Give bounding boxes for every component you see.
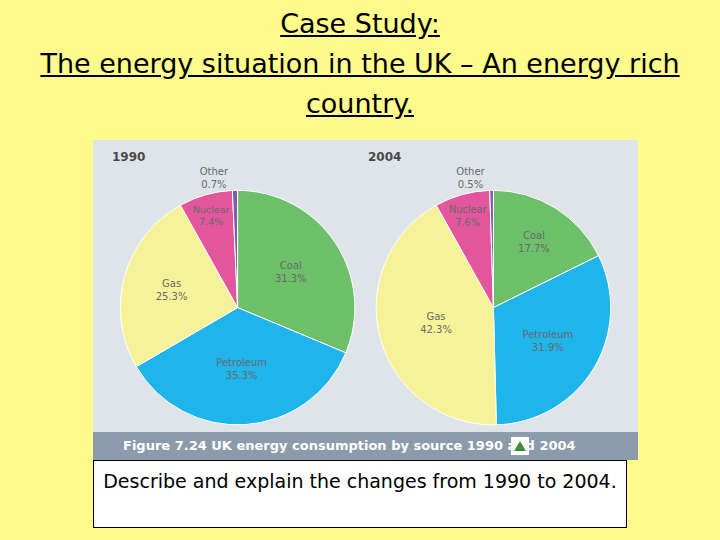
html-text:Figure 7.24 UK energy consumpt: Figure 7.24 UK energy consumption by sou… [123, 438, 576, 453]
svg-text:1990: 1990 [112, 150, 145, 164]
svg-text:Petroleum31.9%: Petroleum31.9% [522, 329, 573, 353]
svg-text:Coal31.3%: Coal31.3% [275, 260, 307, 284]
svg-text:Nuclear7.4%: Nuclear7.4% [193, 204, 230, 227]
svg-text:2004: 2004 [368, 150, 401, 164]
html-text:Case Study:: Case Study: [280, 8, 440, 39]
html-text:Describe and explain the chang: Describe and explain the changes from 19… [103, 470, 617, 492]
html-text:The energy situation in the UK: The energy situation in the UK – An ener… [40, 48, 680, 119]
svg-text:Other0.7%: Other0.7% [200, 166, 229, 190]
svg-text:Gas25.3%: Gas25.3% [156, 278, 188, 302]
svg-text:Nuclear7.6%: Nuclear7.6% [449, 204, 486, 228]
svg-text:Gas42.3%: Gas42.3% [420, 311, 452, 335]
svg-text:Coal17.7%: Coal17.7% [518, 230, 550, 254]
svg-text:Other0.5%: Other0.5% [456, 166, 485, 190]
svg-text:Petroleum35.3%: Petroleum35.3% [216, 357, 267, 381]
